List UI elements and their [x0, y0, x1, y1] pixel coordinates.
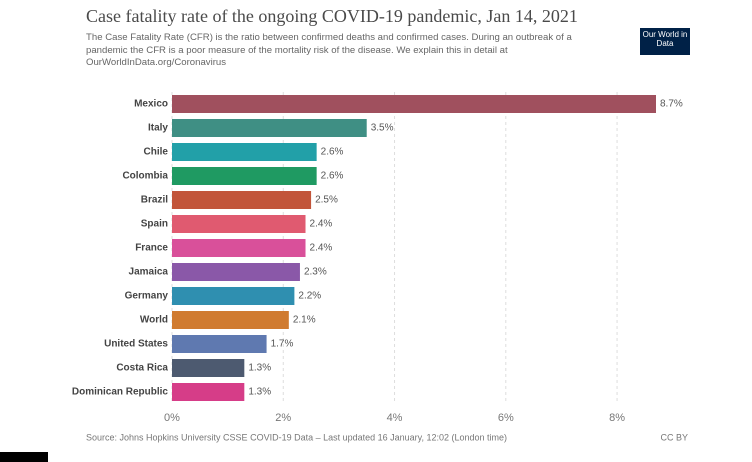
value-label: 2.3% [304, 267, 327, 278]
value-label: 2.6% [321, 147, 344, 158]
value-label: 2.2% [298, 291, 321, 302]
x-tick-label: 6% [498, 412, 514, 424]
source: Source: Johns Hopkins University CSSE CO… [86, 432, 507, 442]
category-label: United States [104, 339, 168, 350]
value-label: 1.7% [271, 339, 294, 350]
category-label: Spain [141, 219, 168, 230]
category-label: Dominican Republic [72, 387, 169, 398]
bar [172, 119, 367, 137]
bar [172, 335, 267, 353]
bar [172, 311, 289, 329]
value-label: 1.3% [248, 387, 271, 398]
value-label: 2.4% [310, 219, 333, 230]
bar [172, 167, 317, 185]
chart-subtitle: The Case Fatality Rate (CFR) is the rati… [86, 32, 572, 68]
value-label: 2.5% [315, 195, 338, 206]
x-tick-label: 0% [164, 412, 180, 424]
bar [172, 215, 306, 233]
logo: Our World in Data [640, 28, 690, 55]
bar [172, 287, 295, 305]
value-label: 2.1% [293, 315, 316, 326]
value-label: 2.6% [321, 171, 344, 182]
license: CC BY [660, 432, 688, 442]
corner-block [0, 452, 48, 462]
category-label: Germany [125, 291, 169, 302]
bar [172, 383, 245, 401]
category-label: Chile [144, 147, 169, 158]
category-label: World [140, 315, 168, 326]
value-label: 3.5% [371, 123, 394, 134]
x-tick-label: 2% [275, 412, 291, 424]
category-label: Mexico [134, 99, 168, 110]
category-label: Costa Rica [116, 363, 168, 374]
category-label: Brazil [141, 195, 168, 206]
category-label: Colombia [122, 171, 168, 182]
category-label: Italy [148, 123, 168, 134]
value-label: 1.3% [248, 363, 271, 374]
x-tick-label: 4% [387, 412, 403, 424]
bar [172, 191, 312, 209]
bar [172, 359, 245, 377]
bar [172, 263, 300, 281]
chart-title: Case fatality rate of the ongoing COVID-… [86, 6, 578, 26]
value-label: 2.4% [310, 243, 333, 254]
bar [172, 143, 317, 161]
x-tick-label: 8% [609, 412, 625, 424]
bar [172, 239, 306, 257]
value-label: 8.7% [660, 99, 683, 110]
category-label: France [135, 243, 168, 254]
category-label: Jamaica [129, 267, 169, 278]
bar [172, 95, 656, 113]
